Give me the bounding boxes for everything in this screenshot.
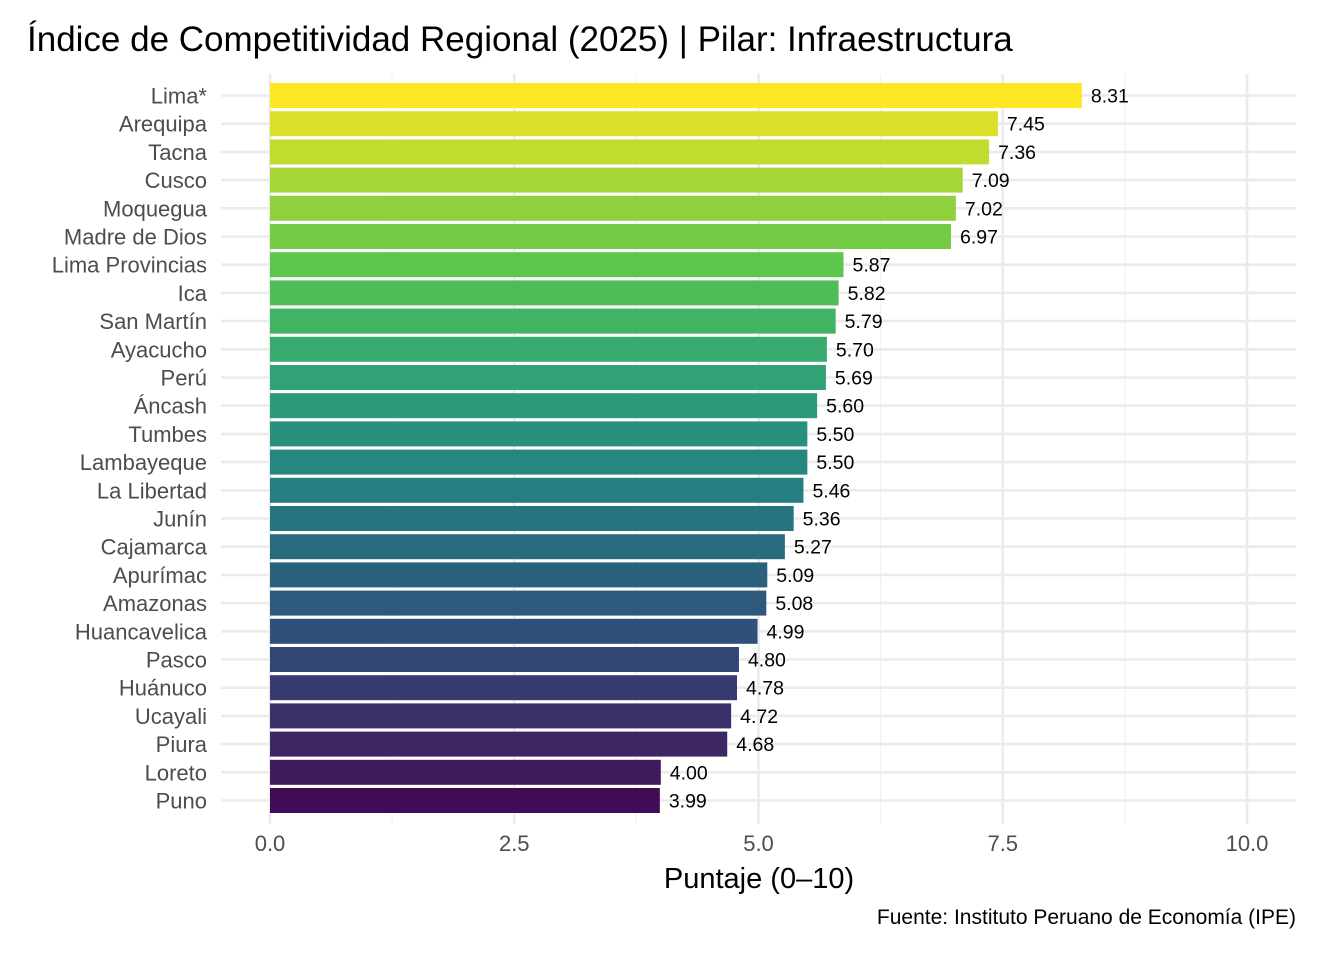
x-tick-label: 0.0 (255, 831, 286, 856)
bar (270, 590, 767, 616)
y-tick-label: La Libertad (97, 478, 207, 503)
bar (270, 336, 827, 362)
data-label: 7.36 (998, 142, 1036, 164)
data-label: 4.68 (736, 734, 774, 756)
chart-caption: Fuente: Instituto Peruano de Economía (I… (876, 906, 1296, 929)
bar (270, 788, 660, 813)
bars (270, 83, 1082, 813)
data-label: 8.31 (1091, 86, 1129, 108)
y-tick-label: Ucayali (135, 704, 207, 729)
data-label: 5.82 (848, 283, 886, 305)
y-tick-label: Ica (178, 281, 208, 306)
x-tick-label: 7.5 (987, 831, 1018, 856)
data-label: 7.09 (972, 170, 1010, 192)
bar (270, 618, 758, 644)
data-label: 5.46 (812, 480, 850, 502)
bar (270, 675, 738, 701)
y-tick-label: Huancavelica (75, 619, 208, 644)
data-label: 7.45 (1007, 114, 1045, 136)
y-tick-label: Perú (161, 366, 207, 391)
data-label: 6.97 (960, 227, 998, 249)
bar (270, 477, 804, 503)
y-tick-label: Cajamarca (101, 535, 208, 560)
data-label: 4.99 (767, 621, 805, 643)
chart-title: Índice de Competitividad Regional (2025)… (27, 20, 1013, 59)
data-label: 5.09 (776, 565, 814, 587)
data-label: 4.78 (746, 678, 784, 700)
y-tick-label: Madre de Dios (64, 225, 207, 250)
x-tick-label: 10.0 (1226, 831, 1269, 856)
y-tick-label: Cusco (145, 168, 207, 193)
bar (270, 83, 1082, 108)
data-label: 4.00 (670, 762, 708, 784)
bar (270, 308, 836, 334)
data-label: 5.50 (816, 424, 854, 446)
data-label: 5.36 (803, 509, 841, 531)
data-labels: 8.31 7.45 7.36 7.09 7.02 6.97 5.87 5.82 5.79 5.70… (669, 86, 1129, 813)
bar (270, 562, 768, 588)
x-tick-label: 2.5 (499, 831, 530, 856)
y-tick-label: San Martín (99, 309, 207, 334)
bar (270, 195, 956, 221)
bar (270, 111, 998, 137)
bar (270, 252, 844, 278)
y-tick-label: Lima Provincias (52, 253, 207, 278)
y-tick-label: Pasco (146, 648, 207, 673)
bar (270, 534, 785, 560)
bar (270, 224, 951, 249)
bar (270, 167, 963, 193)
y-tick-label: Loreto (145, 760, 207, 785)
data-label: 4.72 (740, 706, 778, 728)
bar (270, 449, 808, 475)
data-label: 5.69 (835, 368, 873, 390)
y-axis-tick-labels: Lima* Arequipa Tacna Cusco Moquegua Madre de … (52, 84, 208, 814)
bar (270, 731, 728, 757)
bar (270, 365, 826, 390)
y-tick-label: Amazonas (103, 591, 207, 616)
bar (270, 421, 808, 447)
data-label: 3.99 (669, 791, 707, 813)
y-tick-label: Lima* (151, 84, 208, 109)
y-tick-label: Huánuco (119, 676, 207, 701)
bar (270, 647, 739, 672)
y-tick-label: Moquegua (103, 196, 208, 221)
data-label: 5.27 (794, 537, 832, 559)
y-tick-label: Tumbes (128, 422, 207, 447)
y-tick-label: Lambayeque (80, 450, 207, 475)
bar (270, 280, 839, 306)
y-tick-label: Áncash (134, 394, 207, 419)
bar (270, 506, 794, 531)
y-tick-label: Arequipa (119, 112, 208, 137)
data-label: 5.60 (826, 396, 864, 418)
bar (270, 393, 818, 419)
bar (270, 703, 732, 729)
y-tick-label: Puno (156, 789, 207, 814)
x-axis-title: Puntaje (0–10) (664, 863, 854, 895)
data-label: 5.50 (816, 452, 854, 474)
x-axis-tick-labels: 0.0 2.5 5.0 7.5 10.0 (255, 831, 1269, 856)
y-tick-label: Junín (153, 507, 207, 532)
bar (270, 139, 990, 165)
x-tick-label: 5.0 (743, 831, 774, 856)
data-label: 5.70 (836, 339, 874, 361)
bar (270, 759, 661, 785)
data-label: 5.79 (845, 311, 883, 333)
data-label: 7.02 (965, 198, 1003, 220)
data-label: 5.08 (775, 593, 813, 615)
y-tick-label: Piura (156, 732, 208, 757)
y-tick-label: Tacna (148, 140, 207, 165)
data-label: 4.80 (748, 650, 786, 672)
y-tick-label: Ayacucho (111, 337, 207, 362)
data-label: 5.87 (852, 255, 890, 277)
y-tick-label: Apurímac (113, 563, 207, 588)
